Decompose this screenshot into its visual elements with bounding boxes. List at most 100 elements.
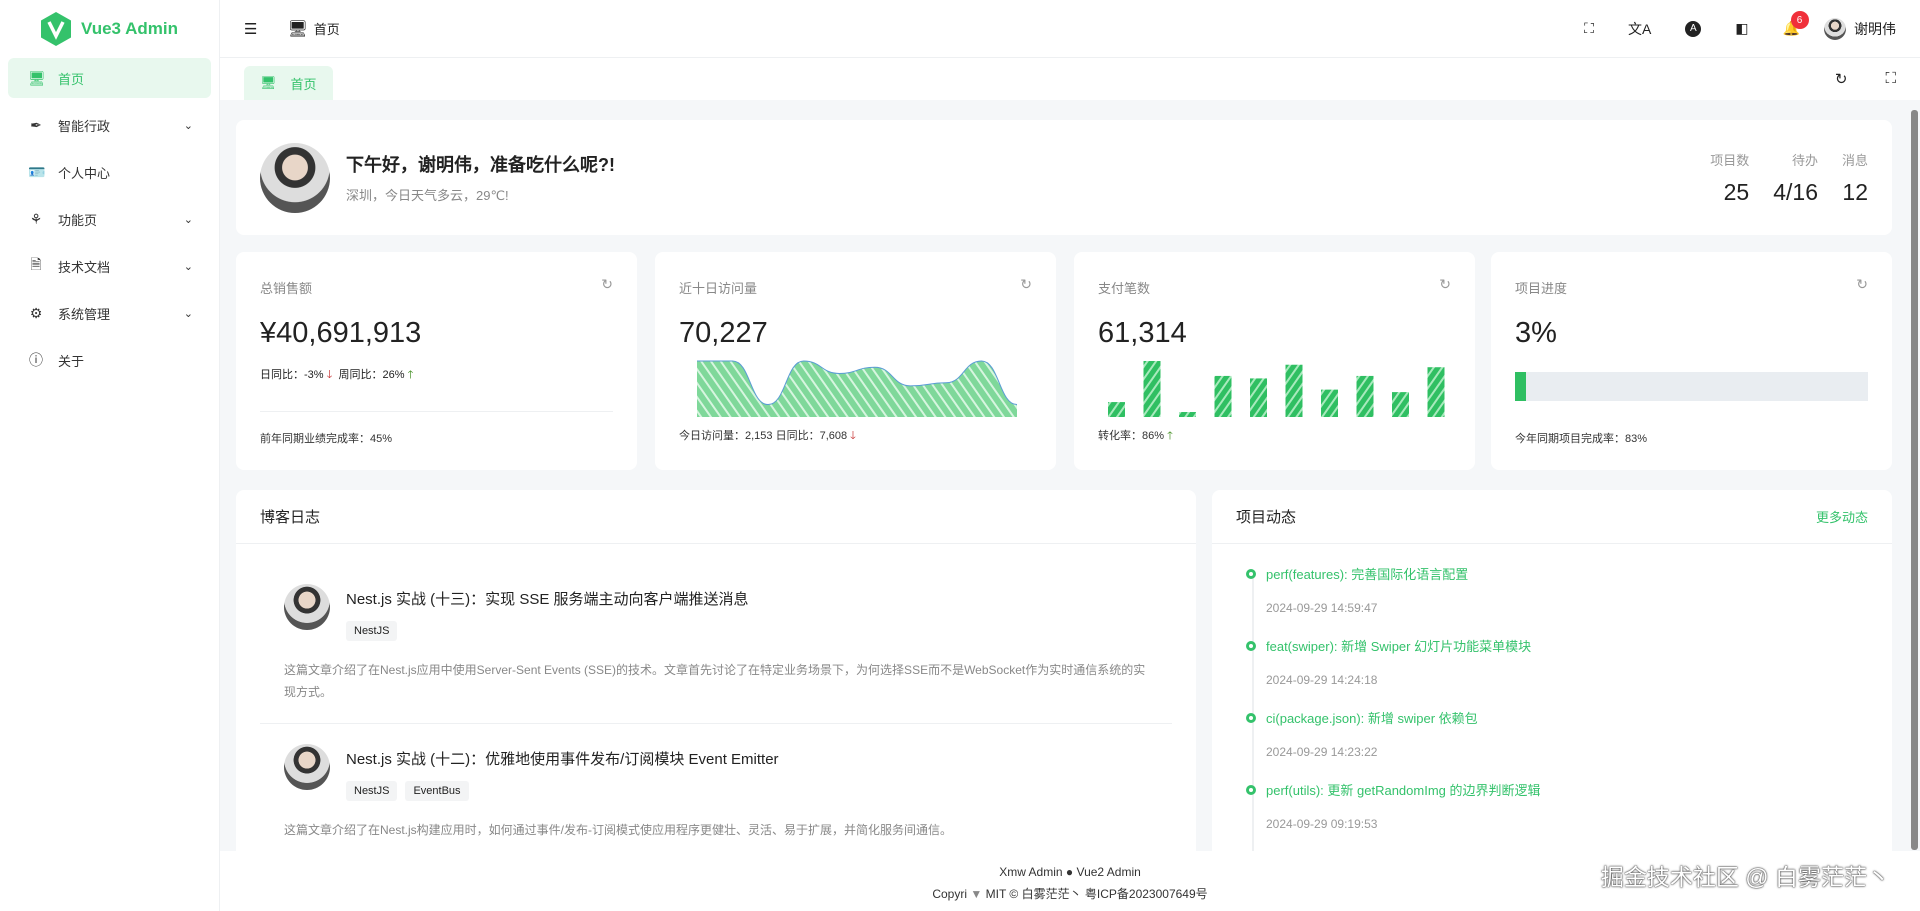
timeline-item: perf(utils): 更新 getRandomImg 的边界判断逻辑 2024… bbox=[1242, 780, 1862, 852]
avatar bbox=[260, 142, 330, 213]
project-activity-panel: 项目动态 更多动态 perf(features): 完善国际化语言配置 2024-0… bbox=[1212, 490, 1892, 870]
sidebar-item-6[interactable]: ⓘ 关于 bbox=[8, 340, 211, 380]
more-activity-link[interactable]: 更多动态 bbox=[1815, 510, 1868, 525]
fullscreen-icon[interactable]: ⛶ bbox=[1584, 20, 1594, 36]
user-name: 谢明伟 bbox=[1854, 20, 1896, 37]
sidebar-item-4[interactable]: 🗎 技术文档 ⌄ bbox=[8, 246, 211, 286]
github-icon: ● bbox=[1065, 865, 1074, 879]
panel-title: 博客日志 bbox=[236, 490, 1196, 544]
card-value: 70,227 bbox=[679, 317, 768, 349]
refresh-icon[interactable]: ↻ bbox=[601, 276, 613, 292]
bar bbox=[1321, 389, 1338, 417]
sidebar: Vue3 Admin 🖥 首页 ✒ 智能行政 ⌄ 🪪 个人中心 ⚘ 功能页 ⌄ 🗎 技术文档 ⌄ ⚙ 系统管… bbox=[0, 0, 220, 911]
commit-message[interactable]: perf(features): 完善国际化语言配置 bbox=[1266, 567, 1469, 582]
breadcrumb[interactable]: 首页 bbox=[313, 22, 340, 37]
blog-post[interactable]: Nest.js 实战 (十三)：实现 SSE 服务端主动向客户端推送消息 Nest… bbox=[260, 564, 1172, 724]
card-value: 3% bbox=[1515, 317, 1557, 349]
fullscreen-icon[interactable]: ⛶ bbox=[1885, 70, 1896, 87]
refresh-icon[interactable]: ↻ bbox=[1834, 71, 1848, 88]
post-title[interactable]: Nest.js 实战 (十二)：优雅地使用事件发布/订阅模块 Event Emi… bbox=[346, 751, 779, 768]
area-line bbox=[697, 360, 1017, 406]
refresh-icon[interactable]: ↻ bbox=[1020, 276, 1032, 292]
info-icon: ⓘ bbox=[29, 352, 43, 368]
back-to-top-icon[interactable]: ▼ bbox=[970, 887, 983, 901]
document-icon: 🗎 bbox=[30, 256, 42, 272]
sidebar-item-2[interactable]: 🪪 个人中心 bbox=[8, 152, 211, 192]
payments-card: 支付笔数 ↻ 61,314 转化率：86% 🡑 bbox=[1074, 252, 1475, 470]
sidebar-menu: 🖥 首页 ✒ 智能行政 ⌄ 🪪 个人中心 ⚘ 功能页 ⌄ 🗎 技术文档 ⌄ ⚙ 系统管理 ⌄ ⓘ 关于 bbox=[0, 58, 219, 380]
card-title: 总销售额 bbox=[260, 281, 313, 296]
bar bbox=[1250, 378, 1267, 417]
chevron-down-icon[interactable]: ⌄ bbox=[183, 307, 193, 320]
progress-fill bbox=[1515, 372, 1526, 401]
commit-message[interactable]: feat(swiper): 新增 Swiper 幻灯片功能菜单模块 bbox=[1266, 639, 1532, 654]
chevron-down-icon[interactable]: ⌄ bbox=[183, 213, 193, 226]
arrow-up-icon: 🡑 bbox=[1167, 430, 1173, 442]
card-title: 近十日访问量 bbox=[679, 281, 758, 296]
bar bbox=[1285, 364, 1303, 417]
refresh-icon[interactable]: ↻ bbox=[1856, 276, 1868, 292]
stat-projects: 项目数 25 bbox=[1710, 152, 1750, 205]
timeline-item: feat(swiper): 新增 Swiper 幻灯片功能菜单模块 2024-09… bbox=[1242, 636, 1862, 708]
divider bbox=[260, 411, 613, 412]
timeline-item: ci(package.json): 新增 swiper 依赖包 2024-09-2… bbox=[1242, 708, 1862, 780]
card-footer: 今日访问量：2,153 日同比：7,608 🡓 bbox=[679, 430, 856, 442]
scrollbar[interactable] bbox=[1911, 110, 1918, 850]
logo[interactable]: Vue3 Admin bbox=[0, 0, 219, 58]
payments-bar-chart bbox=[1108, 361, 1445, 417]
copyright: Copyri bbox=[932, 887, 968, 901]
avatar bbox=[284, 744, 330, 790]
card-value: 61,314 bbox=[1098, 317, 1187, 349]
commit-message[interactable]: ci(package.json): 新增 swiper 依赖包 bbox=[1266, 711, 1478, 726]
chevron-down-icon[interactable]: ⌄ bbox=[183, 119, 193, 132]
visits-area-chart bbox=[697, 360, 1017, 417]
commit-date: 2024-09-29 14:59:47 bbox=[1266, 601, 1378, 615]
card-title: 项目进度 bbox=[1515, 281, 1568, 296]
tab-home[interactable]: 🖥 首页 bbox=[244, 66, 333, 100]
bar bbox=[1427, 367, 1445, 417]
sidebar-item-5[interactable]: ⚙ 系统管理 ⌄ bbox=[8, 293, 211, 333]
blog-panel: 博客日志 Nest.js 实战 (十三)：实现 SSE 服务端主动向客户端推送消… bbox=[236, 490, 1196, 870]
post-title[interactable]: Nest.js 实战 (十三)：实现 SSE 服务端主动向客户端推送消息 bbox=[346, 591, 749, 608]
monitor-icon: 🖥 bbox=[260, 75, 277, 90]
card-footer: 前年同期业绩完成率：45% bbox=[260, 433, 393, 445]
timeline-dot-icon bbox=[1246, 785, 1256, 795]
weather: 深圳，今日天气多云，29℃! bbox=[346, 188, 509, 203]
avatar bbox=[284, 584, 330, 630]
post-tag[interactable]: NestJS bbox=[346, 781, 398, 801]
blog-post[interactable]: Nest.js 实战 (十二)：优雅地使用事件发布/订阅模块 Event Emi… bbox=[260, 724, 1172, 862]
notification-badge: 6 bbox=[1790, 11, 1809, 29]
monitor-icon: 🖥 bbox=[287, 20, 308, 38]
notification-bell-icon[interactable]: 🔔 6 bbox=[1783, 11, 1809, 37]
sidebar-item-label: 首页 bbox=[58, 71, 85, 87]
brand-name: Vue3 Admin bbox=[81, 19, 178, 38]
footer-link-vue2[interactable]: Vue2 Admin bbox=[1076, 865, 1141, 879]
theme-a-icon[interactable]: A bbox=[1685, 20, 1702, 37]
progress-bar bbox=[1515, 372, 1868, 401]
user-menu[interactable]: 谢明伟 bbox=[1824, 17, 1896, 40]
sidebar-item-1[interactable]: ✒ 智能行政 ⌄ bbox=[8, 105, 211, 145]
sidebar-item-3[interactable]: ⚘ 功能页 ⌄ bbox=[8, 199, 211, 239]
post-tag[interactable]: NestJS bbox=[346, 621, 398, 641]
bar bbox=[1214, 375, 1232, 417]
refresh-icon[interactable]: ↻ bbox=[1439, 276, 1451, 292]
gear-icon: ⚙ bbox=[29, 304, 43, 321]
footer-link-xmw[interactable]: Xmw Admin bbox=[999, 865, 1063, 879]
avatar bbox=[1824, 17, 1846, 40]
sidebar-item-0[interactable]: 🖥 首页 bbox=[8, 58, 211, 98]
monitor-icon: 🖥 bbox=[28, 69, 46, 86]
commit-message[interactable]: perf(utils): 更新 getRandomImg 的边界判断逻辑 bbox=[1266, 783, 1541, 798]
tulip-icon: ⚘ bbox=[29, 210, 43, 227]
timeline-item: perf(features): 完善国际化语言配置 2024-09-29 14:5… bbox=[1242, 564, 1862, 636]
card-footer: 转化率：86% 🡑 bbox=[1098, 430, 1173, 442]
commit-date: 2024-09-29 14:24:18 bbox=[1266, 673, 1378, 687]
chevron-down-icon[interactable]: ⌄ bbox=[183, 260, 193, 273]
visits-card: 近十日访问量 ↻ 70,227 今日访问量：2,153 日同比：7,608 🡓 bbox=[655, 252, 1056, 470]
timeline-dot-icon bbox=[1246, 641, 1256, 651]
arrow-up-icon: 🡑 bbox=[407, 369, 414, 381]
collapse-menu-icon[interactable]: ☰ bbox=[244, 20, 258, 38]
layout-settings-icon[interactable]: ◧ bbox=[1735, 20, 1749, 36]
post-desc: 这篇文章介绍了在Nest.js应用中使用Server-Sent Events (… bbox=[284, 663, 1146, 699]
post-tag[interactable]: EventBus bbox=[405, 781, 469, 801]
translate-icon[interactable]: 文A bbox=[1627, 20, 1652, 37]
